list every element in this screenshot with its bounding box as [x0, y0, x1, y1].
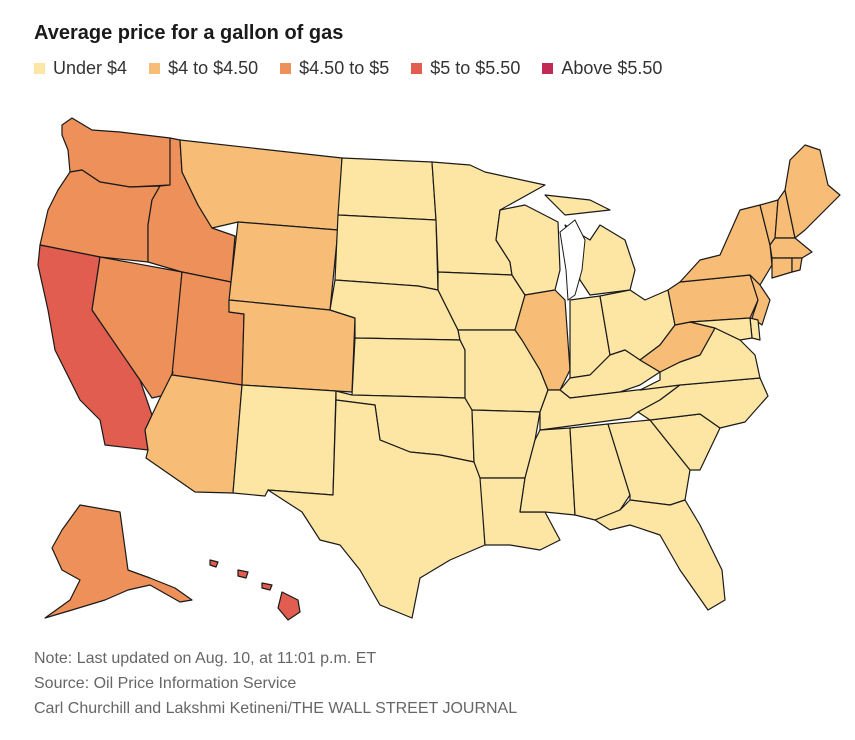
- state-MD[interactable]: [689, 317, 753, 341]
- legend-swatch: [280, 63, 292, 74]
- state-NY[interactable]: [679, 204, 773, 286]
- notes-block: Note: Last updated on Aug. 10, at 11:01 …: [34, 646, 517, 721]
- legend-item-4-to-4-50: $4 to $4.50: [149, 58, 258, 79]
- legend-swatch: [149, 63, 161, 74]
- note-text: Note: Last updated on Aug. 10, at 11:01 …: [34, 650, 377, 667]
- state-NM[interactable]: [232, 384, 337, 497]
- legend-label: $4 to $4.50: [168, 58, 259, 78]
- state-HI-maui[interactable]: [261, 582, 273, 591]
- state-WY[interactable]: [228, 221, 339, 311]
- state-RI[interactable]: [791, 257, 803, 273]
- credit-text: Carl Churchill and Lakshmi Ketineni/THE …: [34, 700, 518, 717]
- legend-label: $4.50 to $5: [299, 58, 390, 78]
- state-MA[interactable]: [769, 237, 813, 259]
- state-TX[interactable]: [267, 399, 486, 619]
- us-map: [37, 117, 841, 621]
- legend-label: $5 to $5.50: [430, 58, 521, 78]
- state-ND[interactable]: [337, 157, 437, 221]
- state-KS[interactable]: [351, 337, 466, 399]
- legend-label: Above $5.50: [561, 58, 663, 78]
- lake-michigan: [559, 219, 586, 301]
- state-HI-oahu[interactable]: [237, 569, 249, 579]
- legend-swatch: [542, 63, 554, 74]
- state-AK[interactable]: [44, 504, 193, 619]
- legend-swatch: [411, 63, 423, 74]
- state-MS[interactable]: [519, 427, 576, 516]
- state-CT[interactable]: [771, 257, 793, 279]
- state-SD[interactable]: [334, 214, 439, 291]
- state-CO[interactable]: [228, 299, 356, 393]
- state-WI[interactable]: [495, 204, 561, 296]
- state-PA[interactable]: [667, 274, 759, 326]
- legend-swatch: [34, 63, 45, 74]
- legend-item-above-5-50: Above $5.50: [542, 58, 662, 79]
- state-HI-kauai[interactable]: [209, 559, 219, 568]
- legend-label: Under $4: [53, 58, 128, 78]
- state-FL[interactable]: [594, 499, 726, 611]
- source-text: Source: Oil Price Information Service: [34, 675, 297, 692]
- legend-item-4-50-to-5: $4.50 to $5: [280, 58, 389, 79]
- state-NC[interactable]: [637, 377, 769, 429]
- legend-item-under-4: Under $4: [34, 58, 127, 79]
- state-MT[interactable]: [179, 139, 343, 231]
- legend-item-5-to-5-50: $5 to $5.50: [411, 58, 520, 79]
- map-title: Average price for a gallon of gas: [34, 22, 344, 44]
- state-HI[interactable]: [277, 591, 301, 621]
- legend: Under $4 $4 to $4.50 $4.50 to $5 $5 to $…: [34, 58, 684, 79]
- state-ME[interactable]: [784, 144, 841, 239]
